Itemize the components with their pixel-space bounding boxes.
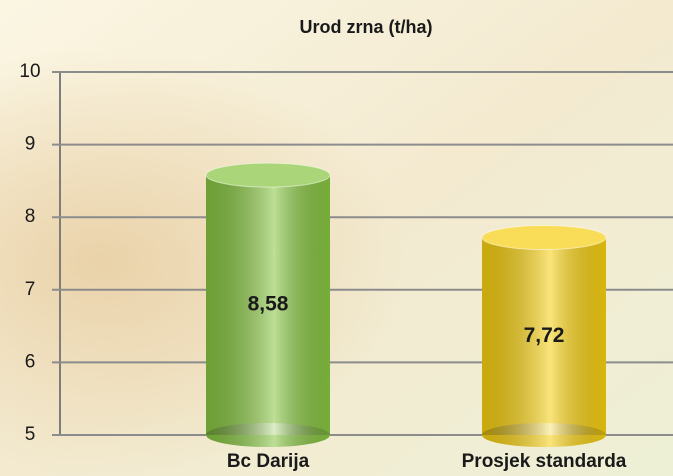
y-tick-label: 8 [25,206,36,227]
y-tick-label: 9 [25,134,36,155]
y-tick-label: 7 [25,279,36,300]
bar-top-highlight [206,163,330,187]
value-label: 8,58 [248,293,289,316]
x-tick-label: Bc Darija [227,451,310,472]
bar-shade-bottom [206,423,330,447]
y-tick-label: 5 [25,424,36,445]
chart: Urod zrna (t/ha) 5 6 7 8 9 10 8,58 Bc Darija 7,7… [0,0,673,476]
bar-shade-bottom [482,423,606,447]
x-tick-label: Prosjek standarda [462,451,627,472]
bar-top-highlight [482,226,606,250]
y-tick-label: 6 [25,351,36,372]
y-tick-label: 10 [19,61,40,82]
chart-title: Urod zrna (t/ha) [300,17,433,37]
value-label: 7,72 [524,324,565,347]
